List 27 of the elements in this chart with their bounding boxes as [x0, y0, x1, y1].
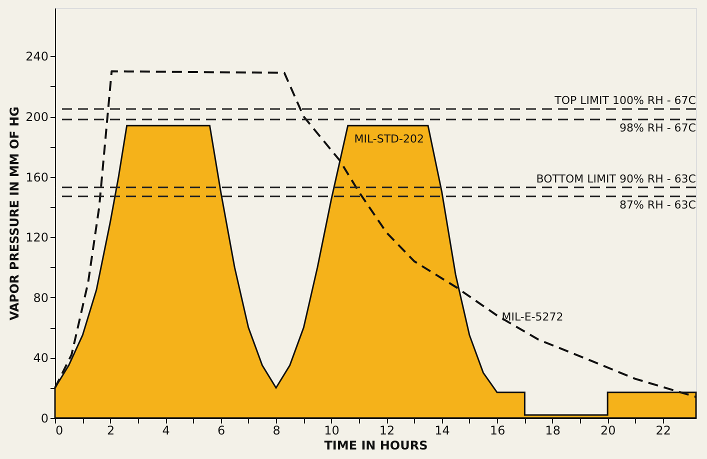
ref-line-label: BOTTOM LIMIT 90% RH - 63C	[536, 172, 696, 186]
ref-line-label: TOP LIMIT 100% RH - 67C	[554, 94, 696, 107]
x-tick-label: 0	[56, 424, 64, 438]
x-tick-label: 2	[106, 424, 115, 438]
y-tick-label: 0	[40, 412, 48, 426]
x-tick-label: 10	[324, 424, 340, 438]
x-tick-label: 20	[600, 424, 616, 438]
x-tick-label: 4	[162, 424, 170, 438]
x-axis-title: TIME IN HOURS	[324, 438, 428, 452]
y-tick-label: 80	[33, 290, 48, 305]
series-label: MIL-STD-202	[354, 132, 424, 146]
y-axis-title: VAPOR PRESSURE IN MM OF HG	[8, 106, 22, 320]
x-tick-label: 22	[656, 424, 671, 438]
series-label: MIL-E-5272	[502, 310, 564, 324]
y-tick-label: 160	[26, 170, 48, 184]
x-tick-label: 6	[217, 424, 226, 438]
x-tick-label: 12	[379, 424, 395, 438]
y-tick-label: 40	[33, 351, 48, 366]
y-tick-label: 200	[26, 110, 48, 124]
y-tick-label: 240	[26, 50, 48, 64]
x-tick-label: 18	[545, 424, 560, 438]
y-tick-label: 120	[26, 230, 48, 245]
x-tick-label: 16	[490, 424, 506, 438]
ref-line-label: 98% RH - 67C	[619, 122, 696, 135]
x-tick-label: 8	[272, 424, 280, 438]
ref-line-label: 87% RH - 63C	[619, 198, 696, 212]
x-tick-label: 14	[434, 424, 450, 438]
